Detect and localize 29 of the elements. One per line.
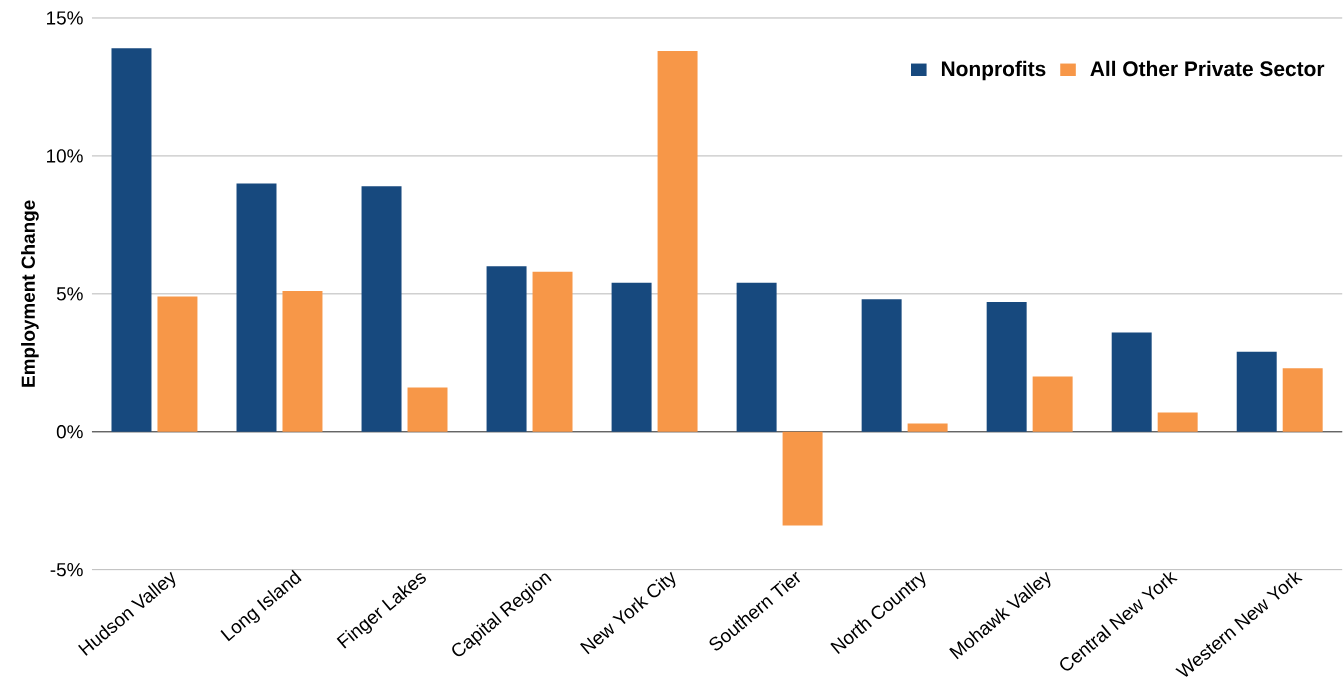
y-tick-label: 0% — [56, 424, 83, 439]
bar — [1157, 412, 1198, 432]
legend-label: All Other Private Sector — [1090, 60, 1325, 76]
bar — [657, 50, 698, 432]
bar — [782, 431, 823, 526]
y-tick-label: -5% — [50, 562, 83, 577]
bar — [1282, 368, 1323, 432]
bar — [986, 301, 1027, 432]
bar — [361, 186, 402, 432]
bar — [736, 282, 777, 432]
y-tick-label: 10% — [47, 149, 83, 163]
bar — [532, 271, 573, 432]
bar — [486, 266, 527, 432]
bar — [861, 299, 902, 432]
y-axis-title: Employment Change — [21, 200, 39, 387]
bar — [1032, 376, 1073, 432]
bar — [907, 423, 948, 432]
y-tick-label: 5% — [56, 287, 83, 301]
bar — [282, 290, 323, 432]
legend-label: Nonprofits — [941, 60, 1046, 81]
bar — [111, 48, 152, 432]
bar — [157, 296, 198, 432]
x-tick-label: New York City — [580, 571, 676, 655]
bar — [1236, 351, 1277, 432]
bar — [1111, 332, 1152, 432]
bar — [407, 387, 448, 432]
bar — [611, 282, 652, 432]
bar — [236, 183, 277, 432]
y-tick-label: 15% — [47, 11, 83, 25]
